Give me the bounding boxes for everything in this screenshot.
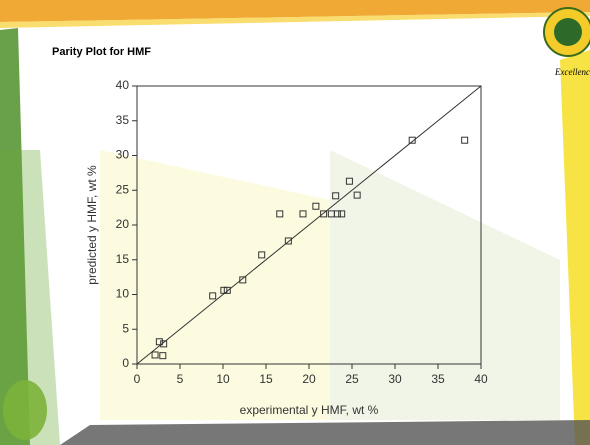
x-tick-label: 20 bbox=[302, 372, 316, 386]
point bbox=[299, 210, 307, 218]
point bbox=[312, 202, 320, 210]
y-tick-label: 20 bbox=[116, 217, 130, 231]
x-tick-label: 15 bbox=[259, 372, 273, 386]
tagline: Excellence bbox=[554, 67, 590, 77]
y-tick-label: 40 bbox=[116, 78, 130, 92]
y-tick-label: 5 bbox=[122, 321, 129, 335]
point bbox=[155, 338, 163, 346]
y-tick-label: 0 bbox=[122, 356, 129, 370]
point bbox=[408, 136, 416, 144]
point bbox=[160, 340, 168, 348]
chart-title: Parity Plot for HMF bbox=[52, 46, 151, 58]
point bbox=[338, 210, 346, 218]
point bbox=[345, 177, 353, 185]
point bbox=[333, 210, 341, 218]
x-tick-label: 30 bbox=[388, 372, 402, 386]
y-axis-label: predicted y HMF, wt % bbox=[85, 165, 99, 285]
point bbox=[353, 191, 361, 199]
y-tick-label: 25 bbox=[116, 182, 130, 196]
y-tick-label: 30 bbox=[116, 148, 130, 162]
y-tick-label: 35 bbox=[116, 113, 130, 127]
x-tick-label: 40 bbox=[474, 372, 488, 386]
x-tick-label: 0 bbox=[134, 372, 141, 386]
x-tick-label: 25 bbox=[345, 372, 359, 386]
x-tick-label: 35 bbox=[431, 372, 445, 386]
point bbox=[320, 210, 328, 218]
y-tick-label: 10 bbox=[116, 287, 130, 301]
x-tick-label: 10 bbox=[216, 372, 230, 386]
point bbox=[209, 292, 217, 300]
point bbox=[239, 276, 247, 284]
point bbox=[258, 251, 266, 259]
point bbox=[332, 192, 340, 200]
point bbox=[223, 286, 231, 294]
parity-line bbox=[136, 85, 482, 365]
y-tick-label: 15 bbox=[116, 252, 130, 266]
point bbox=[151, 351, 159, 359]
x-axis-label: experimental y HMF, wt % bbox=[240, 403, 379, 417]
point bbox=[276, 210, 284, 218]
point bbox=[461, 136, 469, 144]
point bbox=[284, 237, 292, 245]
x-tick-label: 5 bbox=[177, 372, 184, 386]
point bbox=[159, 352, 167, 360]
